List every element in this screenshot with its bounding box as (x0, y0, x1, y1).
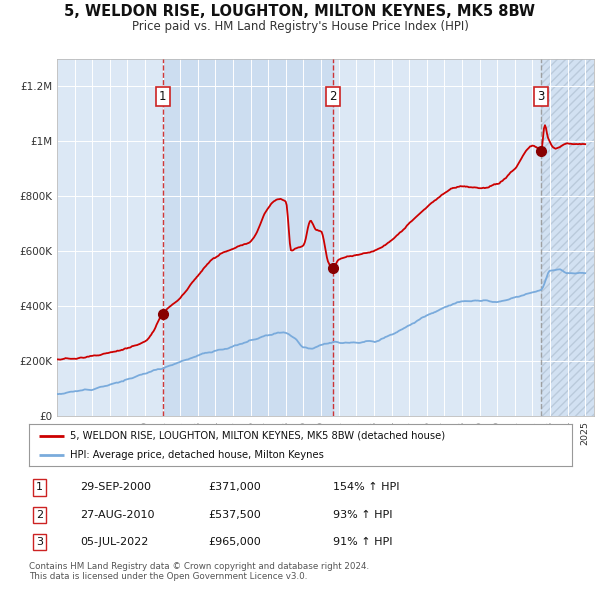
Text: 5, WELDON RISE, LOUGHTON, MILTON KEYNES, MK5 8BW (detached house): 5, WELDON RISE, LOUGHTON, MILTON KEYNES,… (70, 431, 445, 441)
Text: 93% ↑ HPI: 93% ↑ HPI (333, 510, 393, 520)
Text: 2: 2 (329, 90, 337, 103)
Text: 1: 1 (36, 483, 43, 493)
Text: 3: 3 (538, 90, 545, 103)
Text: 3: 3 (36, 537, 43, 547)
Text: 1: 1 (159, 90, 166, 103)
Text: 05-JUL-2022: 05-JUL-2022 (80, 537, 149, 547)
Text: 91% ↑ HPI: 91% ↑ HPI (333, 537, 393, 547)
Text: 5, WELDON RISE, LOUGHTON, MILTON KEYNES, MK5 8BW: 5, WELDON RISE, LOUGHTON, MILTON KEYNES,… (65, 4, 536, 19)
Text: £371,000: £371,000 (208, 483, 261, 493)
Text: 154% ↑ HPI: 154% ↑ HPI (333, 483, 400, 493)
Text: 29-SEP-2000: 29-SEP-2000 (80, 483, 151, 493)
Text: HPI: Average price, detached house, Milton Keynes: HPI: Average price, detached house, Milt… (70, 451, 323, 460)
Text: £537,500: £537,500 (208, 510, 261, 520)
Text: Contains HM Land Registry data © Crown copyright and database right 2024.
This d: Contains HM Land Registry data © Crown c… (29, 562, 369, 581)
Bar (541, 59, 594, 416)
Text: Price paid vs. HM Land Registry's House Price Index (HPI): Price paid vs. HM Land Registry's House … (131, 20, 469, 33)
Text: 27-AUG-2010: 27-AUG-2010 (80, 510, 155, 520)
Text: £965,000: £965,000 (208, 537, 261, 547)
Text: 2: 2 (36, 510, 43, 520)
Bar (163, 59, 333, 416)
